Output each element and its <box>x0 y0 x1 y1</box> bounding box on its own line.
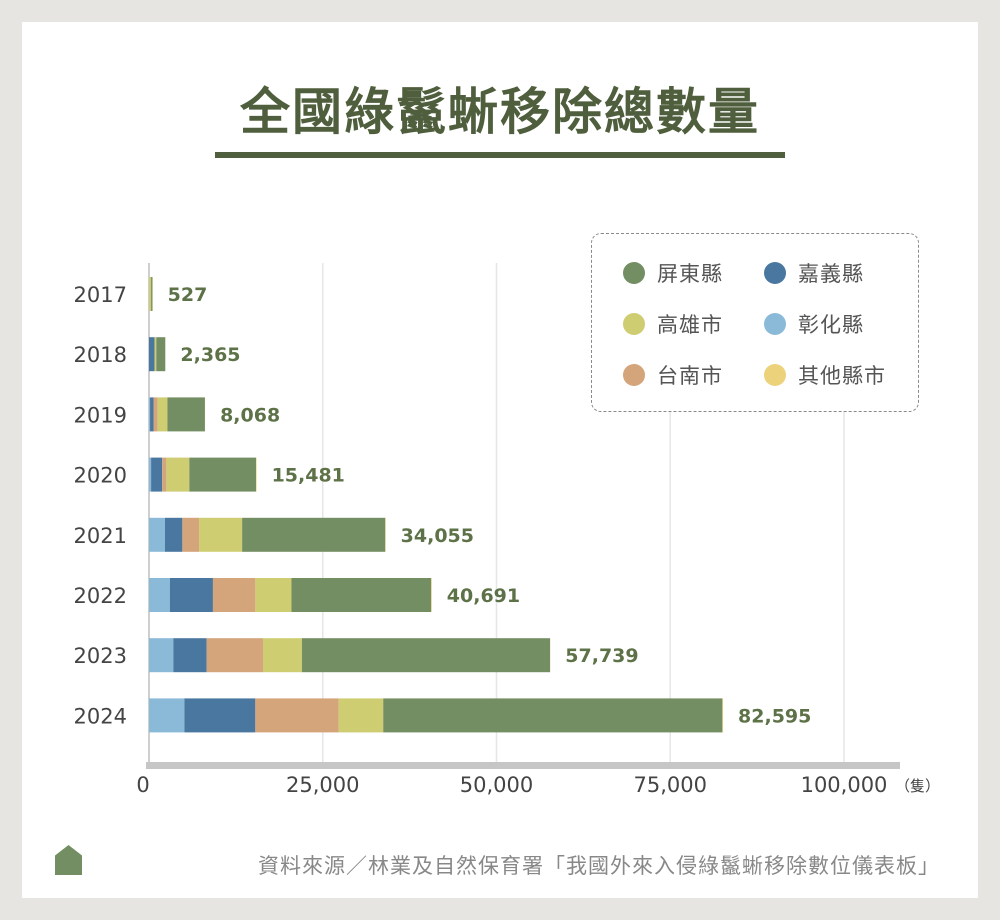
bar-segment <box>212 578 256 612</box>
total-data-label: 40,691 <box>447 585 520 607</box>
legend-swatch <box>764 262 786 284</box>
x-axis-line <box>146 762 900 769</box>
unit-label: （隻） <box>895 777 940 795</box>
x-tick-label: 100,000 <box>801 773 888 797</box>
bar-segment <box>291 578 432 612</box>
year-tick-label: 2024 <box>74 704 127 728</box>
legend-item: 彰化縣 <box>764 309 864 339</box>
year-tick-label: 2020 <box>74 464 127 488</box>
total-data-label: 82,595 <box>738 705 811 727</box>
legend-swatch <box>623 313 645 335</box>
legend-label: 屏東縣 <box>657 262 723 286</box>
legend-item: 嘉義縣 <box>764 258 864 288</box>
total-data-label: 8,068 <box>220 404 280 426</box>
bar-segment <box>149 517 165 552</box>
bar-segment <box>722 698 724 733</box>
bar-segment <box>154 337 157 372</box>
bar-segment <box>182 517 200 552</box>
legend-swatch <box>623 262 645 284</box>
bar-segment <box>256 457 257 492</box>
x-tick-label: 50,000 <box>460 773 533 797</box>
bar-segment <box>149 698 185 733</box>
legend-item: 屏東縣 <box>623 258 723 288</box>
page-title: 全國綠鬣蜥移除總數量 <box>240 83 760 141</box>
bar-segment <box>149 457 152 492</box>
chart-legend: 屏東縣 嘉義縣高雄市 彰化縣台南市 其他縣市 <box>591 233 919 412</box>
bar-segment <box>166 457 190 492</box>
bar-segment <box>431 578 432 612</box>
legend-label: 彰化縣 <box>798 313 864 337</box>
source-note: 資料來源／林業及自然保育署「我國外來入侵綠鬣蜥移除數位儀表板」 <box>258 854 940 878</box>
bar-segment <box>262 638 302 673</box>
x-tick-label: 75,000 <box>634 773 707 797</box>
bar-segment <box>164 517 183 552</box>
bar-segment <box>173 638 207 673</box>
bar-segment <box>169 578 213 612</box>
bar-segment <box>255 698 339 733</box>
legend-item: 高雄市 <box>623 309 723 339</box>
bar-segment <box>255 578 292 612</box>
title-underline <box>215 152 785 158</box>
legend-item: 其他縣市 <box>764 360 886 390</box>
legend-item: 台南市 <box>623 360 723 390</box>
legend-label: 其他縣市 <box>798 364 886 388</box>
total-data-label: 57,739 <box>565 645 638 667</box>
bar-segment <box>151 277 153 311</box>
year-tick-label: 2023 <box>74 644 127 668</box>
bar-segment <box>162 457 167 492</box>
bar-segment <box>383 698 723 733</box>
legend-label: 高雄市 <box>657 313 723 337</box>
bar-segment <box>149 397 151 432</box>
year-tick-label: 2019 <box>74 403 127 427</box>
bar-segment <box>338 698 384 733</box>
total-data-label: 2,365 <box>180 344 240 366</box>
bar-segment <box>149 578 170 612</box>
legend-swatch <box>764 364 786 386</box>
year-tick-label: 2022 <box>74 584 127 608</box>
bar-segment <box>150 397 154 432</box>
bar-segment <box>149 277 152 311</box>
bar-segment <box>153 397 158 432</box>
bar-segment <box>199 517 243 552</box>
x-tick-label: 0 <box>136 773 149 797</box>
bar-segment <box>184 698 256 733</box>
legend-label: 嘉義縣 <box>798 262 864 286</box>
legend-swatch <box>623 364 645 386</box>
total-data-label: 527 <box>168 284 208 306</box>
bar-segment <box>157 397 168 432</box>
x-tick-label: 25,000 <box>286 773 359 797</box>
bar-segment <box>156 337 166 372</box>
bar-segment <box>242 517 386 552</box>
total-data-label: 15,481 <box>272 465 345 487</box>
year-tick-label: 2017 <box>74 283 127 307</box>
bar-segment <box>189 457 257 492</box>
legend-swatch <box>764 313 786 335</box>
bar-segment <box>301 638 551 673</box>
total-data-label: 34,055 <box>401 525 474 547</box>
bar-segment <box>149 337 155 372</box>
legend-label: 台南市 <box>657 364 723 388</box>
year-tick-label: 2021 <box>74 524 127 548</box>
bar-segment <box>149 638 174 673</box>
bar-segment <box>206 638 263 673</box>
year-tick-label: 2018 <box>74 343 127 367</box>
bar-segment <box>167 397 205 432</box>
bar-segment <box>151 457 163 492</box>
